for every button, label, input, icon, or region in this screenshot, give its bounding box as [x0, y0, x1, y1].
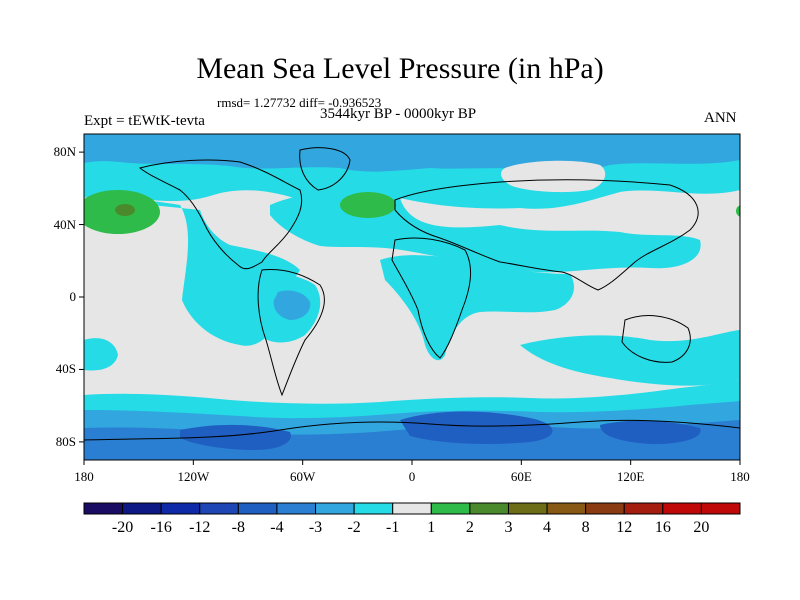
lat-label: 40S — [55, 361, 76, 377]
lat-label: 0 — [69, 289, 77, 304]
antarctic-stronger-west — [180, 424, 291, 450]
colorbar-label: -4 — [270, 519, 284, 536]
lon-label: 180 — [730, 469, 750, 484]
north-america-coast — [138, 159, 303, 270]
axis-ticks — [79, 151, 741, 465]
colorbar-label: -1 — [386, 519, 400, 536]
colorbar-box — [237, 502, 278, 515]
colorbar-label: 12 — [616, 519, 633, 536]
colorbar-label: -2 — [347, 519, 361, 536]
antarctica-coast — [84, 419, 740, 441]
antarctic-stronger-east — [400, 411, 553, 444]
south-america-core — [273, 290, 311, 320]
stats-line: rmsd= 1.27732 diff= -0.936523 — [217, 95, 382, 110]
colorbar-label: 8 — [581, 519, 590, 536]
colorbar-box — [623, 502, 664, 515]
colorbar-box — [353, 502, 394, 515]
coastlines — [84, 147, 740, 441]
season-label: ANN — [704, 110, 737, 126]
africa-coast — [391, 237, 471, 359]
colorbar-box — [585, 502, 625, 515]
colorbar-box — [160, 502, 201, 515]
colorbar-box — [315, 502, 355, 515]
north-atlantic-positive — [340, 192, 396, 218]
lat-label: 80N — [53, 144, 76, 160]
lon-label: 0 — [408, 469, 416, 484]
lon-label: 120W — [177, 469, 210, 484]
tasman-negative — [520, 330, 740, 386]
colorbar-label: 16 — [654, 519, 671, 536]
lat-label: 80S — [55, 433, 76, 449]
pacific-americas-negative — [84, 197, 300, 346]
south-america-coast — [257, 269, 325, 397]
lon-label: 180 — [74, 469, 94, 484]
colorbar-label: -8 — [231, 519, 245, 536]
colorbar-box — [546, 502, 587, 515]
colorbar-box — [122, 502, 162, 515]
period-label: 3544kyr BP - 0000kyr BP — [320, 106, 477, 122]
colorbar-label: 2 — [465, 519, 474, 536]
lon-label: 60E — [510, 469, 532, 484]
edge-positive — [736, 205, 740, 217]
siberia-neutral — [500, 160, 606, 193]
colorbar-box — [430, 502, 471, 515]
north-pacific-positive-core — [115, 204, 135, 216]
colorbar-box — [507, 502, 548, 515]
lat-label: 40N — [53, 216, 76, 232]
colorbar-box — [662, 502, 702, 515]
colorbar-label: -3 — [308, 519, 323, 536]
greenland-coast — [299, 147, 351, 191]
colorbar-label: 3 — [504, 519, 513, 536]
europe-asia-coast — [394, 179, 699, 291]
colorbar-label: -12 — [189, 519, 211, 536]
colorbar-box — [392, 502, 432, 515]
colorbar-box — [700, 502, 741, 515]
experiment-label: Expt = tEWtK-tevta — [84, 113, 205, 129]
lon-label: 120E — [616, 469, 645, 484]
colorbar-label: -16 — [150, 519, 172, 536]
colorbar-label: -20 — [111, 519, 134, 536]
colorbar-box — [469, 502, 509, 515]
colorbar-box — [83, 502, 124, 515]
australia-coast — [621, 315, 691, 363]
africa-indian-negative — [380, 255, 575, 361]
colorbar — [83, 502, 741, 515]
map-title: Mean Sea Level Pressure (in hPa) — [196, 52, 604, 85]
west-pacific-negative — [84, 338, 118, 371]
colorbar-box — [199, 502, 239, 515]
lon-label: 60W — [290, 469, 316, 484]
antarctic-strong — [84, 420, 740, 460]
colorbar-box — [276, 502, 317, 515]
antarctic-stronger-far-east — [600, 420, 701, 445]
colorbar-label: 1 — [427, 519, 436, 536]
colorbar-label: 20 — [693, 519, 710, 536]
colorbar-label: 4 — [543, 519, 552, 536]
